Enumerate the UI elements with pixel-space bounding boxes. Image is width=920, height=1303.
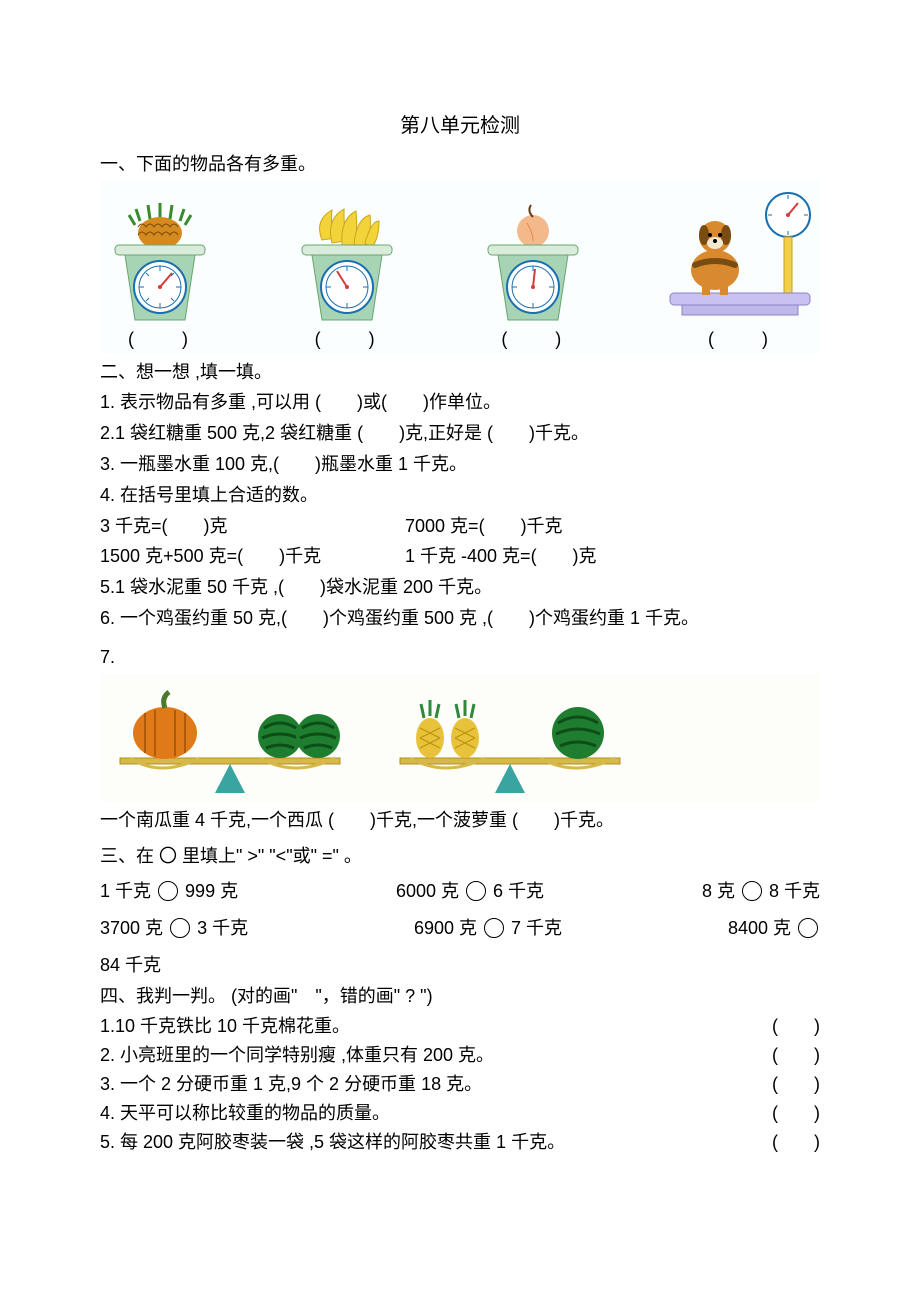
judge-5: 5. 每 200 克阿胶枣装一袋 ,5 袋这样的阿胶枣共重 1 千克。( ) [100,1128,820,1157]
compare-row1: 1 千克 999 克 6000 克 6 千克 8 克 8 千克 [100,877,820,906]
q2-1: 1. 表示物品有多重 ,可以用 ( )或( )作单位。 [100,388,820,417]
c4: 3700 克 3 千克 [100,914,248,943]
scale-pineapple: ( ) [100,195,220,354]
scale-peach-svg [473,195,593,325]
q2-4b: 7000 克=( )千克 [405,516,563,536]
q2-2: 2.1 袋红糖重 500 克,2 袋红糖重 ( )克,正好是 ( )千克。 [100,419,820,448]
balance-pumpkin-watermelon [100,678,360,798]
scale3-blank: ( ) [501,325,565,354]
circle-icon [170,918,190,938]
judge-2: 2. 小亮班里的一个同学特别瘦 ,体重只有 200 克。( ) [100,1041,820,1070]
c2: 6000 克 6 千克 [396,877,544,906]
judge-1: 1.10 千克铁比 10 千克棉花重。( ) [100,1012,820,1041]
scale1-blank: ( ) [128,325,192,354]
q2-5: 5.1 袋水泥重 50 千克 ,( )袋水泥重 200 千克。 [100,573,820,602]
compare-row2: 3700 克 3 千克 6900 克 7 千克 8400 克 [100,914,820,943]
section1-heading: 一、下面的物品各有多重。 [100,150,820,179]
scale-bananas: ( ) [287,195,407,354]
scale2-blank: ( ) [315,325,379,354]
circle-icon [466,881,486,901]
c5: 6900 克 7 千克 [414,914,562,943]
c1: 1 千克 999 克 [100,877,238,906]
section2-heading: 二、想一想 ,填一填。 [100,358,820,387]
circle-icon [798,918,818,938]
scale-pineapple-svg [100,195,220,325]
scale-bananas-svg [287,195,407,325]
q2-4a: 3 千克=( )克 [100,512,400,541]
section4-heading: 四、我判一判。 (对的画" "，错的画" ? ") [100,982,820,1011]
balance-row [100,674,820,802]
scale-dog: ( ) [660,185,820,354]
scales-row: ( ) ( ) [100,181,820,354]
q2-4-row1: 3 千克=( )克 7000 克=( )千克 [100,512,820,541]
c3: 8 克 8 千克 [702,877,820,906]
q2-4d: 1 千克 -400 克=( )克 [405,546,597,566]
balance-pineapple-watermelon [380,678,640,798]
q2-6: 6. 一个鸡蛋约重 50 克,( )个鸡蛋约重 500 克 ,( )个鸡蛋约重 … [100,604,820,633]
compare-row3: 84 千克 [100,951,820,980]
scale4-blank: ( ) [708,325,772,354]
q2-7-label: 7. [100,643,820,672]
page-title: 第八单元检测 [100,110,820,142]
c6: 8400 克 [728,914,820,943]
judge-4: 4. 天平可以称比较重的物品的质量。( ) [100,1099,820,1128]
q2-4-intro: 4. 在括号里填上合适的数。 [100,481,820,510]
circle-icon [742,881,762,901]
q2-4-row2: 1500 克+500 克=( )千克 1 千克 -400 克=( )克 [100,542,820,571]
judge-3: 3. 一个 2 分硬币重 1 克,9 个 2 分硬币重 18 克。( ) [100,1070,820,1099]
scale-peach: ( ) [473,195,593,354]
circle-icon [484,918,504,938]
q2-3: 3. 一瓶墨水重 100 克,( )瓶墨水重 1 千克。 [100,450,820,479]
scale-dog-svg [660,185,820,325]
section3-heading: 三、在 〇 里填上" >" "<"或" =" 。 [100,842,820,871]
q2-7-text: 一个南瓜重 4 千克,一个西瓜 ( )千克,一个菠萝重 ( )千克。 [100,806,820,835]
circle-icon [158,881,178,901]
q2-4c: 1500 克+500 克=( )千克 [100,542,400,571]
